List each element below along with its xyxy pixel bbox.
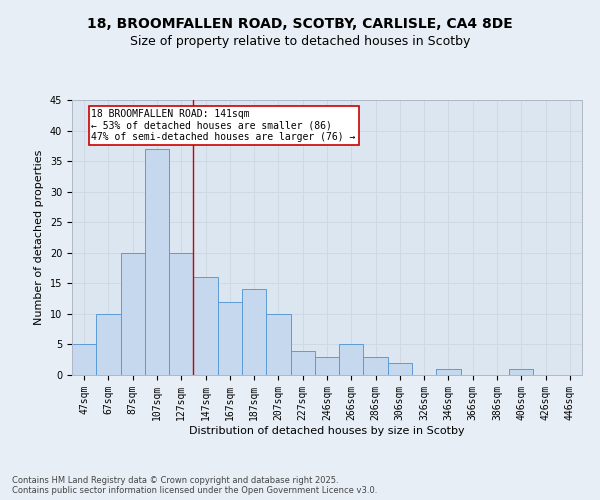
Bar xyxy=(436,369,461,375)
Text: Contains HM Land Registry data © Crown copyright and database right 2025.
Contai: Contains HM Land Registry data © Crown c… xyxy=(12,476,377,495)
Bar xyxy=(218,302,242,375)
Bar xyxy=(266,314,290,375)
Bar xyxy=(290,350,315,375)
Bar xyxy=(509,369,533,375)
Bar xyxy=(364,356,388,375)
Bar xyxy=(72,344,96,375)
Bar xyxy=(193,277,218,375)
Bar xyxy=(388,363,412,375)
Y-axis label: Number of detached properties: Number of detached properties xyxy=(34,150,44,325)
Bar xyxy=(315,356,339,375)
Bar xyxy=(339,344,364,375)
Bar xyxy=(242,290,266,375)
Bar xyxy=(169,253,193,375)
X-axis label: Distribution of detached houses by size in Scotby: Distribution of detached houses by size … xyxy=(189,426,465,436)
Text: 18, BROOMFALLEN ROAD, SCOTBY, CARLISLE, CA4 8DE: 18, BROOMFALLEN ROAD, SCOTBY, CARLISLE, … xyxy=(87,18,513,32)
Text: 18 BROOMFALLEN ROAD: 141sqm
← 53% of detached houses are smaller (86)
47% of sem: 18 BROOMFALLEN ROAD: 141sqm ← 53% of det… xyxy=(91,109,356,142)
Bar xyxy=(121,253,145,375)
Bar xyxy=(96,314,121,375)
Bar xyxy=(145,149,169,375)
Text: Size of property relative to detached houses in Scotby: Size of property relative to detached ho… xyxy=(130,35,470,48)
